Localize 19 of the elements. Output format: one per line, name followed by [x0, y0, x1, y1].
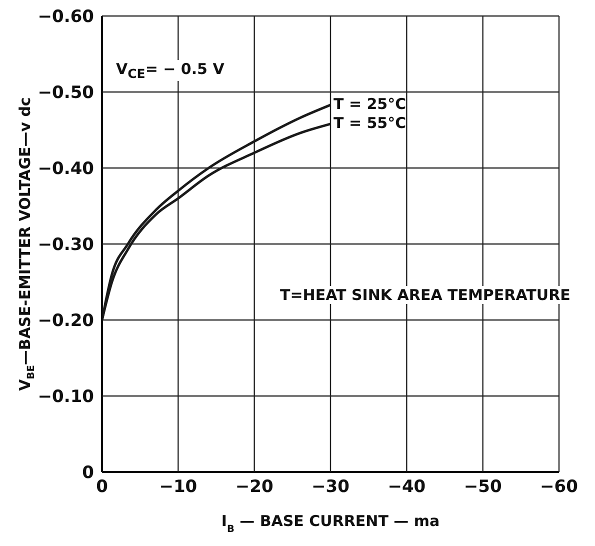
x-tick-label: −20 [235, 477, 274, 498]
y-tick-label: −0.20 [38, 311, 94, 332]
annotation: V$_{CE}$= − 0.5 V [116, 60, 224, 81]
series-label: T = 25°C [334, 95, 406, 114]
y-tick-label: −0.10 [38, 387, 94, 408]
x-tick-label: 0 [96, 477, 108, 498]
x-axis-title: I$_{B}$ — BASE CURRENT — ma [221, 512, 440, 534]
x-tick-label: −40 [388, 477, 426, 498]
x-tick-label: −60 [540, 477, 578, 498]
y-tick-label: −0.50 [38, 83, 94, 104]
annotation: T=HEAT SINK AREA TEMPERATURE [280, 286, 570, 304]
x-tick-label: −10 [159, 477, 198, 498]
x-tick-label: −50 [464, 477, 502, 498]
series-label: T = 55°C [334, 114, 406, 132]
y-tick-label: −0.40 [38, 159, 94, 180]
x-tick-label: −30 [312, 477, 350, 498]
y-tick-label: 0 [82, 463, 94, 484]
y-tick-label: −0.30 [38, 235, 94, 256]
y-tick-label: −0.60 [38, 7, 94, 28]
